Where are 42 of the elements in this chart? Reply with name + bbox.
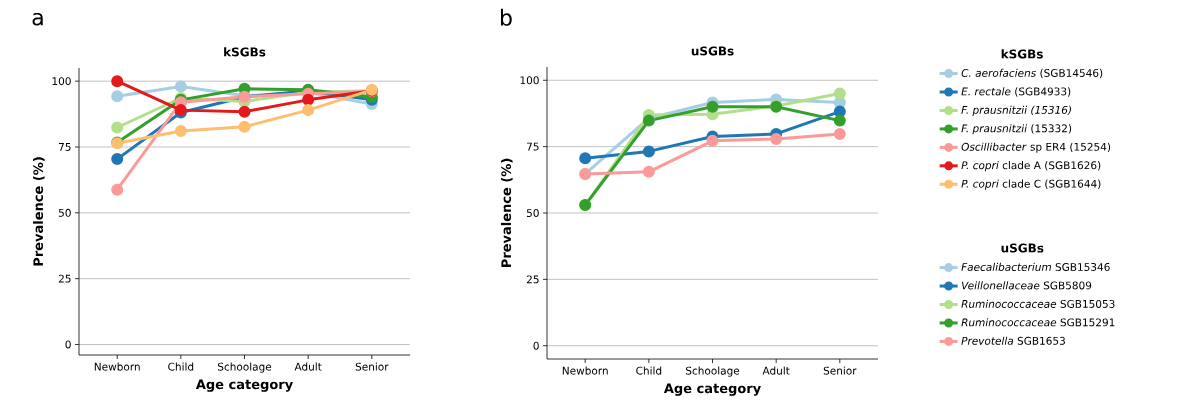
x-tick-label: Newborn [562, 366, 608, 375]
text: b [500, 8, 512, 26]
y-tick-label: 0 [65, 340, 71, 349]
x-tick-label: Newborn [94, 362, 140, 371]
y-tick-label: 100 [520, 76, 539, 85]
x-tick-label: Child [168, 362, 194, 371]
x-tick-label: Senior [355, 362, 389, 371]
x-axis-title: Age category [663, 383, 761, 396]
legend-label: P. copri clade A (SGB1626) [961, 161, 1101, 172]
legend-label: P. copri clade C (SGB1644) [961, 179, 1101, 190]
legend-label: Veillonellaceae SGB5809 [961, 281, 1092, 290]
y-tick-label: 50 [526, 209, 539, 217]
x-tick-label: Schoolage [217, 362, 272, 373]
y-tick-label: 0 [533, 341, 539, 350]
legend-title: kSGBs [1001, 49, 1043, 59]
legend-label: F. prausnitzii (15332) [961, 124, 1072, 135]
x-tick-label: Schoolage [685, 366, 740, 377]
y-axis-title: Prevalence (%) [33, 157, 45, 266]
x-axis-title: Age category [195, 379, 293, 392]
legend-label: C. aerofaciens (SGB14546) [961, 68, 1103, 79]
x-tick-label: Child [636, 366, 662, 375]
legend-label: F. prausnitzii (15316) [961, 105, 1071, 116]
y-tick-label: 25 [58, 274, 71, 283]
y-tick-label: 100 [52, 77, 71, 86]
y-tick-label: 50 [58, 208, 71, 217]
legend-label: Ruminococcaceae SGB15053 [961, 299, 1115, 308]
y-tick-label: 75 [526, 142, 539, 151]
y-axis-title: Prevalence (%) [501, 158, 513, 268]
text: a [32, 12, 43, 26]
x-tick-label: Senior [823, 366, 857, 375]
legend-label: Faecalibacterium SGB15346 [961, 262, 1110, 271]
y-tick-label: 75 [58, 143, 71, 151]
legend-label: Oscillibacter sp ER4 (15254) [961, 142, 1111, 153]
x-tick-label: Adult [294, 362, 322, 371]
legend-label: Ruminococcaceae SGB15291 [961, 318, 1115, 327]
legend-title: uSGBs [1001, 243, 1044, 253]
legend-label: Prevotella SGB1653 [961, 336, 1065, 345]
chart-title: kSGBs [224, 47, 266, 57]
chart-title: uSGBs [691, 46, 734, 56]
x-tick-label: Adult [762, 366, 790, 375]
legend-label: E. rectale (SGB4933) [961, 87, 1071, 97]
y-tick-label: 25 [526, 275, 539, 284]
